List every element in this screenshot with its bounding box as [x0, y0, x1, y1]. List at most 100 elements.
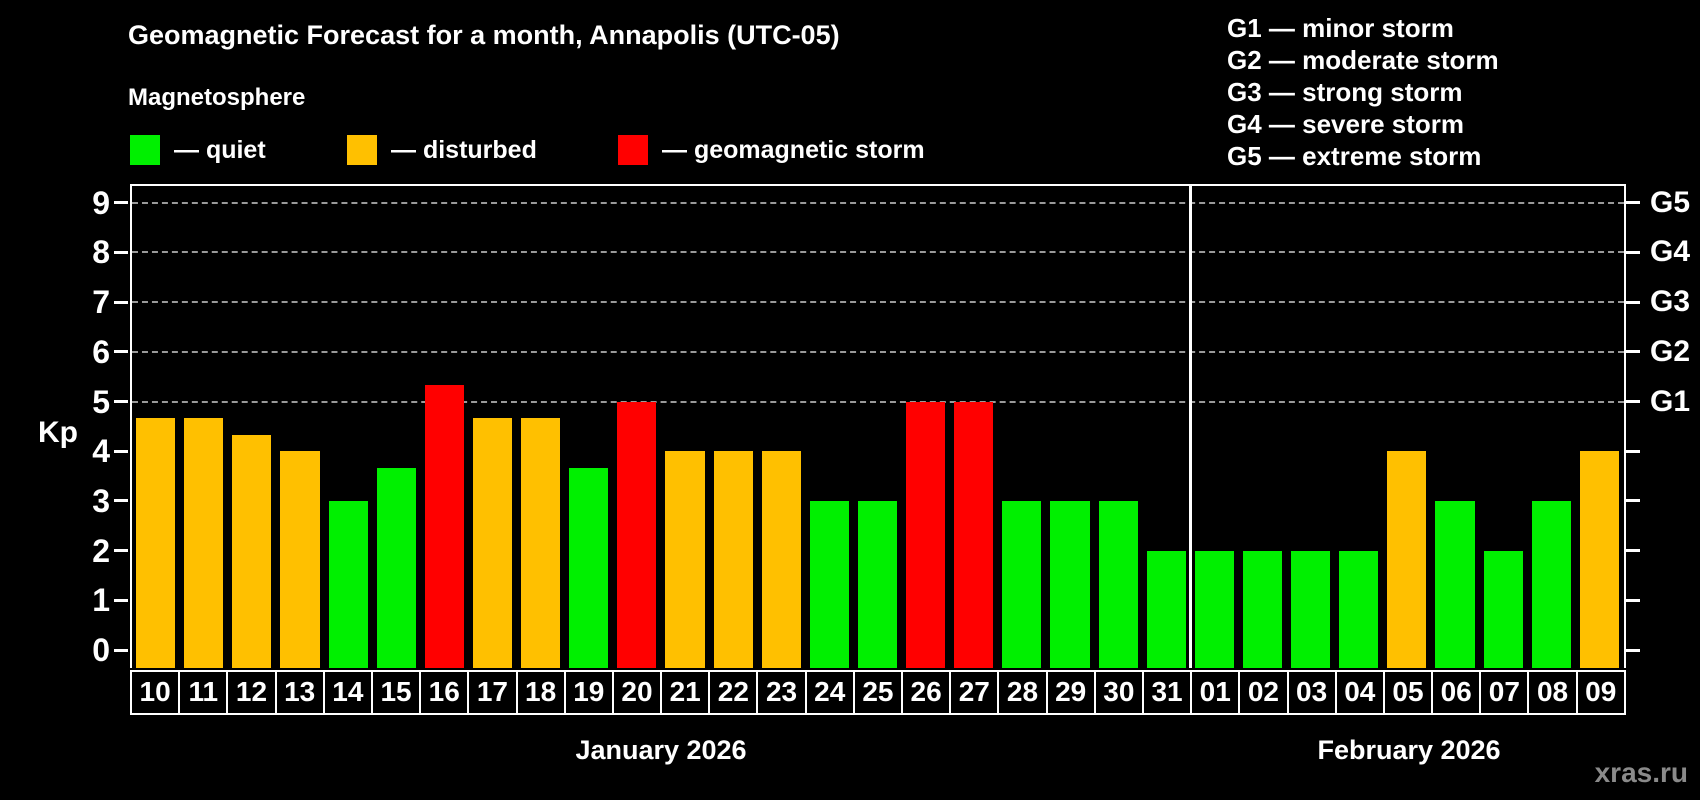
kp-bar-day-03: [1291, 550, 1331, 668]
legend-item-storm: — geomagnetic storm: [618, 135, 925, 165]
left-axis-tick: [114, 449, 128, 453]
plot-area: [130, 184, 1626, 668]
day-label-cell: 01: [1190, 670, 1241, 715]
kp-bar-day-30: [1098, 500, 1138, 668]
day-label-cell: 03: [1286, 670, 1337, 715]
watermark: xras.ru: [1594, 757, 1688, 788]
kp-bar-day-26: [906, 401, 946, 668]
day-label-cell: 16: [419, 670, 470, 715]
gridline-kp-5: [132, 400, 1624, 403]
y-tick-label-3: 3: [92, 482, 110, 519]
right-axis-tick: [1626, 250, 1640, 254]
left-axis-tick: [114, 350, 128, 354]
gridline-kp-7: [132, 301, 1624, 304]
day-label-cell: 31: [1141, 670, 1193, 715]
right-axis-tick: [1626, 549, 1640, 553]
day-label-cell: 24: [804, 670, 855, 715]
day-label-cell: 30: [1093, 670, 1144, 715]
kp-bar-day-02: [1242, 550, 1283, 668]
g-level-label-g1: G1: [1650, 384, 1691, 418]
y-tick-label-2: 2: [92, 532, 110, 569]
day-label-cell: 07: [1479, 670, 1530, 715]
g-legend-line-2: G2 — moderate storm: [1227, 45, 1499, 75]
y-tick-label-5: 5: [92, 383, 110, 420]
kp-bar-day-21: [665, 451, 705, 668]
x-axis-day-row: 10 11 12 13 14 15 16 17 18 19 20 21 22 23 24 25 26 27 28 29…: [130, 670, 1626, 715]
right-axis-tick: [1626, 499, 1640, 503]
right-axis-tick: [1626, 449, 1640, 453]
kp-bar-day-11: [184, 417, 224, 668]
day-label-cell: 13: [274, 670, 325, 715]
g-legend-line-3: G3 — strong storm: [1227, 77, 1463, 107]
quiet-color-swatch: [130, 135, 160, 165]
day-label-cell: 15: [370, 670, 422, 715]
gridline-kp-9: [132, 201, 1624, 204]
left-axis-tick: [114, 598, 128, 602]
kp-bar-day-19: [569, 467, 609, 668]
day-label-cell: 04: [1334, 670, 1385, 715]
g-level-label-g5: G5: [1650, 185, 1691, 219]
right-axis-tick: [1626, 400, 1640, 403]
kp-bar-day-07: [1483, 550, 1523, 668]
day-label-cell: 20: [611, 670, 663, 715]
kp-bar-day-27: [954, 401, 994, 668]
day-label-cell: 27: [949, 670, 1000, 715]
kp-bar-day-23: [761, 451, 801, 668]
day-label-cell: 10: [130, 670, 181, 715]
y-axis-title: Kp: [38, 416, 78, 449]
kp-bar-day-09: [1579, 451, 1619, 668]
g-legend-line-4: G4 — severe storm: [1227, 109, 1465, 139]
disturbed-color-swatch: [347, 135, 377, 165]
kp-bar-day-15: [376, 467, 416, 668]
right-axis-tick: [1626, 598, 1640, 602]
day-label-cell: 28: [997, 670, 1048, 715]
kp-bar-day-10: [136, 417, 176, 668]
day-label-cell: 02: [1238, 670, 1289, 715]
right-axis-tick: [1626, 201, 1640, 205]
day-label-cell: 11: [178, 670, 229, 715]
g-scale-legend: G1 — minor storm G2 — moderate storm G3 — …: [1227, 12, 1499, 172]
y-tick-label-7: 7: [92, 284, 110, 321]
left-axis-tick: [114, 201, 128, 205]
month-label-january: January 2026: [575, 735, 747, 765]
page-title: Geomagnetic Forecast for a month, Annapo…: [128, 20, 840, 50]
day-label-cell: 23: [756, 670, 807, 715]
left-axis-tick: [114, 300, 128, 304]
day-label-cell: 05: [1382, 670, 1434, 715]
y-tick-label-9: 9: [92, 184, 110, 221]
day-label-cell: 25: [852, 670, 903, 715]
kp-bar-day-14: [328, 500, 368, 668]
g-level-label-g4: G4: [1650, 235, 1691, 269]
right-axis-tick: [1626, 648, 1640, 652]
y-tick-label-1: 1: [92, 582, 110, 619]
kp-bar-day-17: [472, 417, 513, 668]
left-axis-tick: [114, 400, 128, 403]
g-level-label-g3: G3: [1650, 285, 1691, 319]
legend-label-storm: — geomagnetic storm: [662, 135, 925, 164]
kp-bar-day-04: [1339, 550, 1379, 668]
kp-bar-day-18: [521, 417, 561, 668]
g-level-label-g2: G2: [1650, 334, 1691, 368]
g-legend-line-5: G5 — extreme storm: [1227, 141, 1482, 171]
day-label-cell: 14: [322, 670, 373, 715]
right-axis-tick: [1626, 300, 1640, 304]
kp-bar-day-06: [1435, 500, 1475, 668]
right-axis-tick: [1626, 350, 1640, 354]
gridline-kp-6: [132, 350, 1624, 353]
kp-bar-day-22: [713, 451, 753, 668]
month-separator-line: [1189, 186, 1193, 668]
kp-bar-day-13: [280, 451, 320, 668]
day-label-cell: 06: [1431, 670, 1482, 715]
day-label-cell: 12: [226, 670, 277, 715]
legend-item-quiet: — quiet: [130, 135, 266, 165]
kp-bar-day-16: [424, 385, 464, 668]
kp-bar-day-24: [809, 500, 849, 668]
y-tick-label-4: 4: [92, 433, 110, 470]
left-axis-tick: [114, 499, 128, 503]
day-label-cell: 09: [1575, 670, 1626, 715]
g-legend-line-1: G1 — minor storm: [1227, 13, 1454, 43]
day-label-cell: 21: [660, 670, 711, 715]
day-label-cell: 22: [708, 670, 759, 715]
kp-bar-day-28: [1002, 500, 1042, 668]
